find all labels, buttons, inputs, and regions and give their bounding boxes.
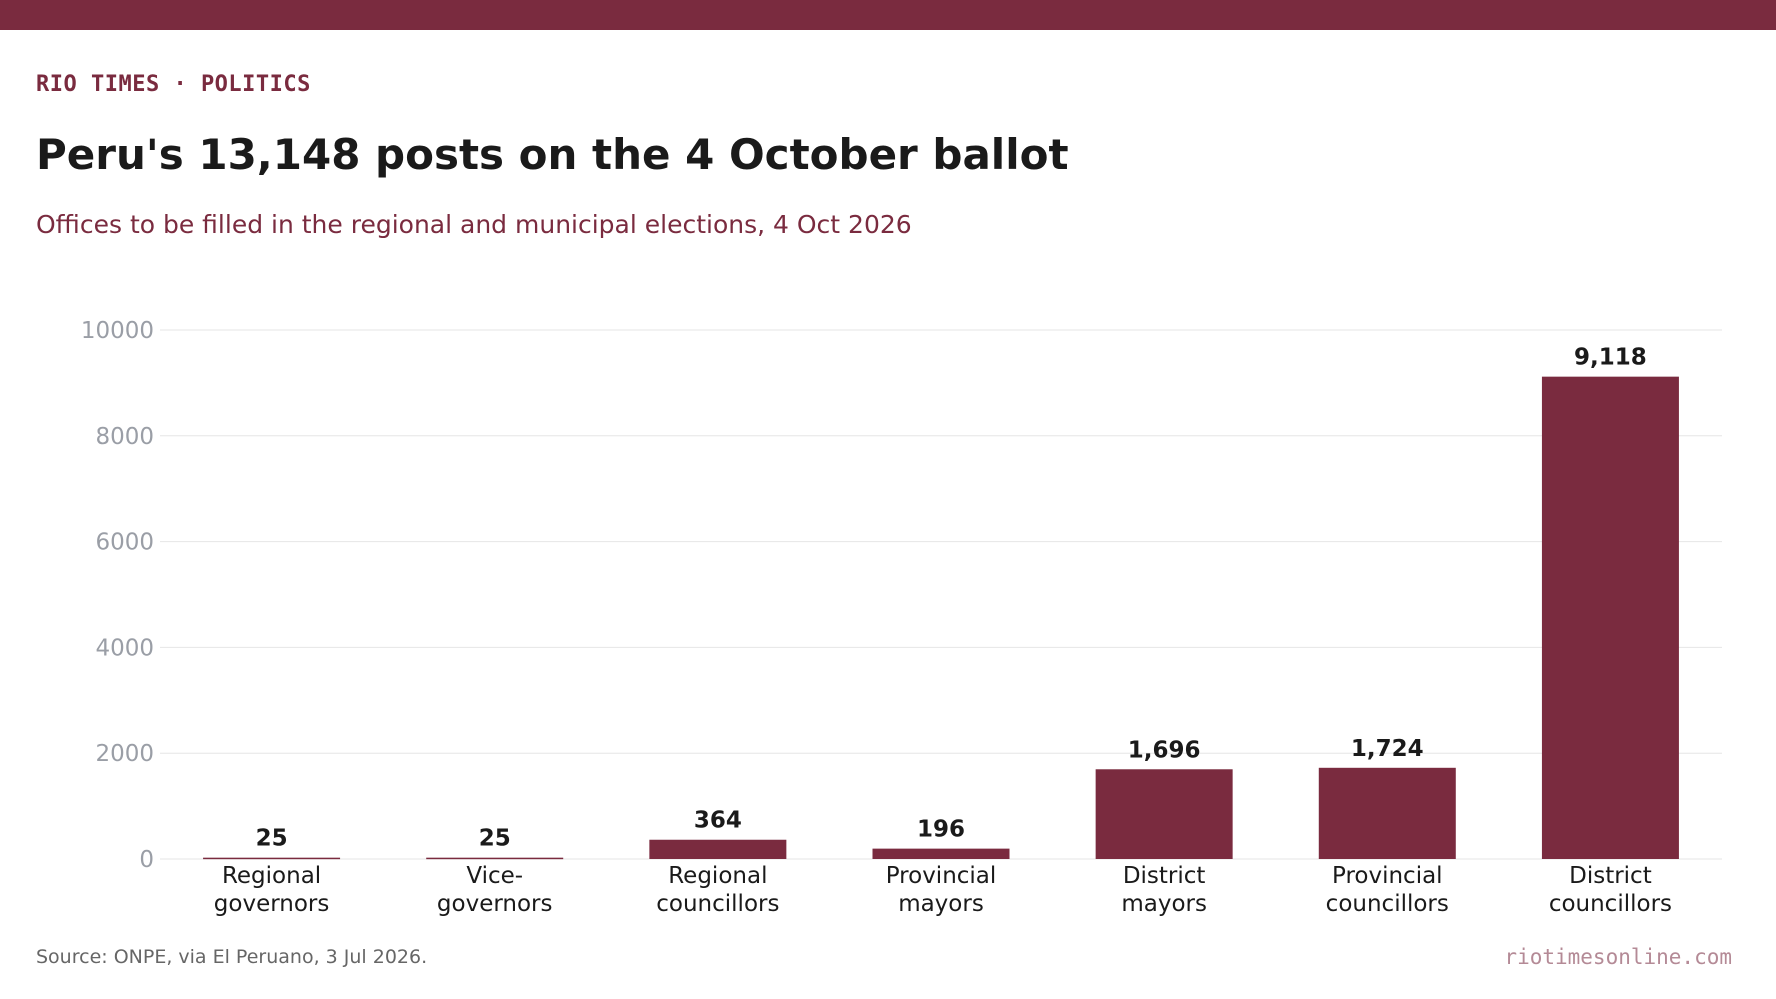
category-label: District bbox=[1123, 863, 1206, 889]
site-url: riotimesonline.com bbox=[1504, 945, 1732, 969]
category-label: councillors bbox=[1549, 891, 1672, 917]
bar-value-label: 25 bbox=[479, 826, 511, 852]
chart-subtitle: Offices to be filled in the regional and… bbox=[36, 210, 912, 239]
y-tick-label: 10000 bbox=[81, 318, 154, 344]
source-note: Source: ONPE, via El Peruano, 3 Jul 2026… bbox=[36, 946, 428, 968]
category-label: mayors bbox=[1121, 891, 1207, 917]
bar-value-label: 364 bbox=[694, 808, 742, 834]
category-label: councillors bbox=[1326, 891, 1449, 917]
top-accent-bar bbox=[0, 0, 1776, 30]
bar bbox=[1318, 767, 1456, 859]
bar-value-label: 1,724 bbox=[1351, 736, 1424, 762]
bar-value-label: 25 bbox=[256, 826, 288, 852]
category-label: councillors bbox=[656, 891, 779, 917]
bar bbox=[1541, 376, 1679, 859]
bar bbox=[203, 857, 341, 860]
category-label: Vice- bbox=[466, 863, 523, 889]
category-label: Regional bbox=[222, 863, 321, 889]
y-tick-label: 6000 bbox=[95, 530, 154, 556]
y-tick-label: 4000 bbox=[95, 635, 154, 661]
category-label: Regional bbox=[668, 863, 767, 889]
category-label: District bbox=[1569, 863, 1652, 889]
category-label: governors bbox=[437, 891, 553, 917]
category-label: governors bbox=[214, 891, 330, 917]
bar-value-label: 1,696 bbox=[1128, 737, 1201, 763]
bar bbox=[649, 839, 787, 859]
bar bbox=[1095, 769, 1233, 859]
category-label: Provincial bbox=[1332, 863, 1443, 889]
chart-title: Peru's 13,148 posts on the 4 October bal… bbox=[36, 130, 1069, 179]
section-kicker: RIO TIMES · POLITICS bbox=[36, 72, 311, 97]
category-label: mayors bbox=[898, 891, 984, 917]
bar bbox=[872, 848, 1010, 859]
bar bbox=[426, 857, 564, 860]
bar-value-label: 9,118 bbox=[1574, 345, 1647, 371]
bar-value-label: 196 bbox=[917, 817, 965, 843]
y-tick-label: 0 bbox=[139, 847, 154, 873]
category-label: Provincial bbox=[886, 863, 997, 889]
y-tick-label: 2000 bbox=[95, 741, 154, 767]
y-tick-label: 8000 bbox=[95, 424, 154, 450]
